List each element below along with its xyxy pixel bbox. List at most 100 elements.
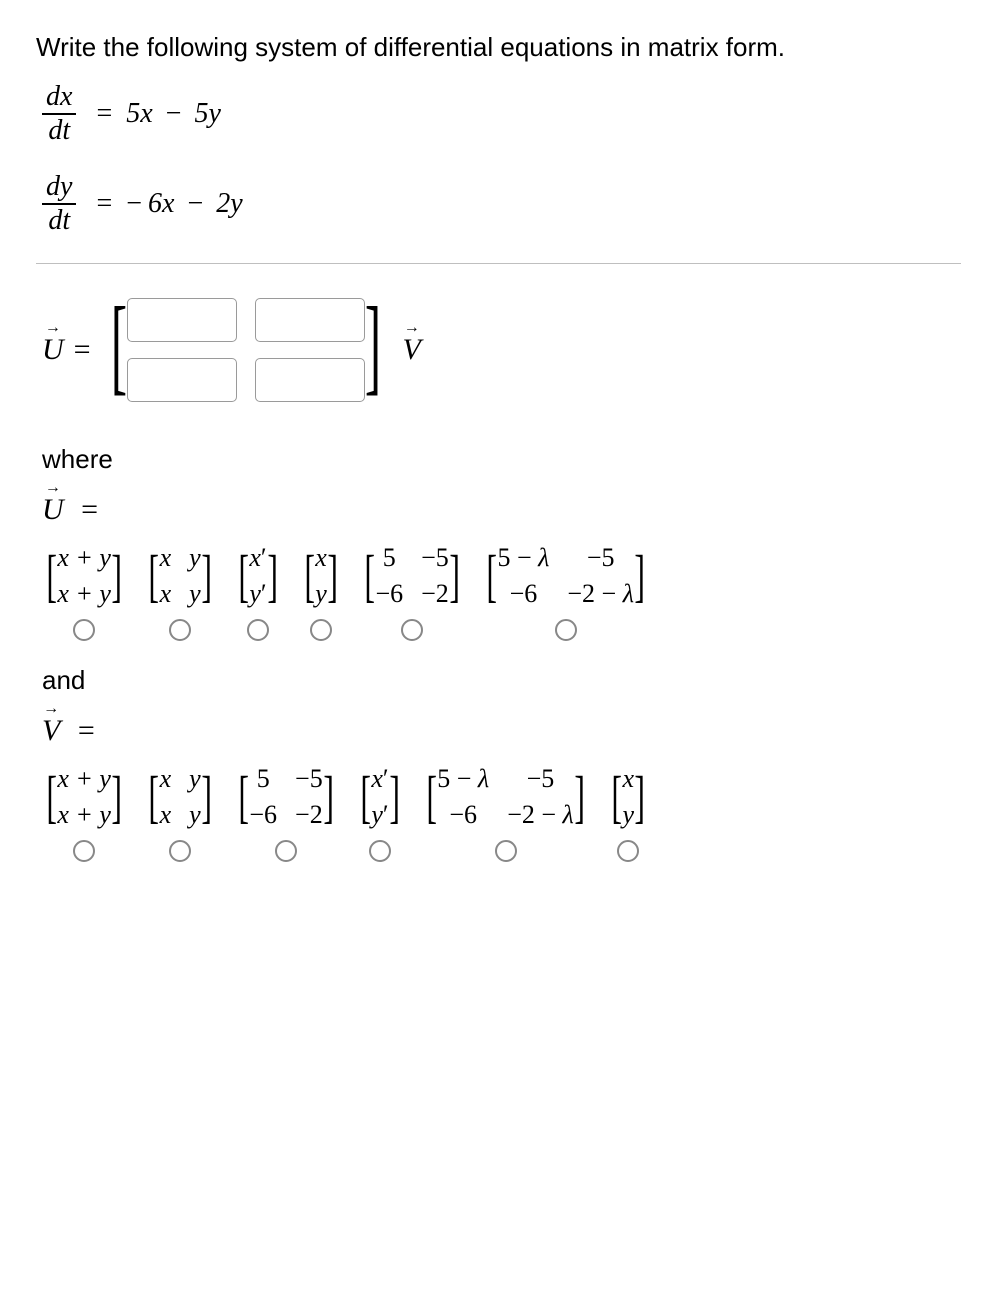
left-bracket-icon: [ [46, 768, 57, 826]
matrix-cells: x + y x + y [57, 764, 111, 830]
u-radio[interactable] [555, 619, 577, 641]
matrix-cells: x′y′ [249, 543, 266, 609]
matrix-cells: 5−5−6−2 [375, 543, 448, 609]
divider [36, 263, 961, 264]
u-equals: U = [42, 493, 955, 527]
matrix-cell: x + y [57, 800, 111, 830]
left-bracket-icon: [ [149, 547, 160, 605]
v-letter: V [42, 714, 60, 747]
left-bracket-icon: [ [486, 547, 497, 605]
right-bracket-icon: ] [574, 768, 585, 826]
right-bracket-icon: ] [267, 547, 278, 605]
u-radio[interactable] [73, 619, 95, 641]
v-radio[interactable] [369, 840, 391, 862]
right-bracket-icon: ] [201, 547, 212, 605]
u-letter: U [42, 493, 64, 526]
matrix-cells: x + y x + y [57, 543, 111, 609]
u-option: [xy] [300, 543, 342, 641]
equation-1: dx dt = 5x − 5y [42, 83, 961, 145]
v-radio[interactable] [275, 840, 297, 862]
right-bracket-icon: ] [327, 547, 338, 605]
v-radio[interactable] [495, 840, 517, 862]
matrix-cell: −2 − λ [507, 800, 574, 830]
question-prompt: Write the following system of differenti… [36, 30, 961, 65]
u-letter: U [42, 333, 64, 366]
deriv-num: dy [42, 173, 76, 201]
matrix-cells: xy [622, 764, 634, 830]
left-bracket-icon: [ [304, 547, 315, 605]
matrix-cell: y [622, 800, 634, 830]
equals-sign: = [74, 333, 91, 367]
matrix-display: [5 − λ−5−6−2 − λ] [422, 764, 589, 830]
matrix-cell: −2 [421, 579, 449, 609]
u-radio[interactable] [310, 619, 332, 641]
matrix-cell: −2 [295, 800, 323, 830]
u-options-row: [x + yx + y][xyxy][x′y′][xy][5−5−6−2][5 … [42, 543, 961, 641]
matrix-cell: x + y [57, 579, 111, 609]
equals-sign: = [96, 190, 112, 218]
matrix-display: [xy] [607, 764, 649, 830]
u-option: [x + yx + y] [42, 543, 126, 641]
matrix-display: [5−5−6−2] [360, 543, 464, 609]
derivative-dy-dt: dy dt [42, 173, 76, 235]
v-radio[interactable] [73, 840, 95, 862]
v-option: [5−5−6−2] [234, 764, 338, 862]
left-bracket-icon: [ [364, 547, 375, 605]
v-radio[interactable] [617, 840, 639, 862]
matrix-cells: 5 − λ−5−6−2 − λ [437, 764, 574, 830]
right-bracket-icon: ] [389, 768, 400, 826]
vector-u-symbol: U [42, 333, 64, 367]
equals-sign: = [96, 100, 112, 128]
v-option: [xy] [607, 764, 649, 862]
matrix-cell: −6 [375, 579, 403, 609]
matrix-cell-a12-input[interactable] [255, 298, 365, 342]
matrix-cell: x [160, 579, 172, 609]
matrix-cell-a22-input[interactable] [255, 358, 365, 402]
v-option: [xyxy] [144, 764, 216, 862]
matrix-cell: x [160, 543, 172, 573]
matrix-cell: x + y [57, 543, 111, 573]
matrix-cell: −2 − λ [567, 579, 634, 609]
matrix-cell-a21-input[interactable] [127, 358, 237, 402]
u-option: [5−5−6−2] [360, 543, 464, 641]
matrix-cells: xyxy [160, 543, 201, 609]
page: Write the following system of differenti… [0, 0, 997, 900]
u-radio[interactable] [401, 619, 423, 641]
u-radio[interactable] [247, 619, 269, 641]
matrix-display: [xyxy] [144, 764, 216, 830]
v-options-row: [x + yx + y][xyxy][5−5−6−2][x′y′][5 − λ−… [42, 764, 961, 862]
equals-sign: = [81, 493, 98, 526]
left-bracket-icon: [ [238, 547, 249, 605]
v-option: [x′y′] [356, 764, 404, 862]
matrix-display: [x + yx + y] [42, 764, 126, 830]
u-radio[interactable] [169, 619, 191, 641]
matrix-cell: y [315, 579, 327, 609]
left-bracket-icon: [ [611, 768, 622, 826]
matrix-cell: −5 [507, 764, 574, 794]
v-letter: V [403, 333, 421, 366]
matrix-cell-a11-input[interactable] [127, 298, 237, 342]
left-bracket-icon: [ [426, 768, 437, 826]
matrix-input-grid [127, 298, 365, 402]
v-equals: V = [42, 714, 955, 748]
u-option: [xyxy] [144, 543, 216, 641]
matrix-cell: x [160, 764, 172, 794]
right-bracket-icon: ] [201, 768, 212, 826]
matrix-cells: xyxy [160, 764, 201, 830]
u-option: [x′y′] [234, 543, 282, 641]
right-bracket-icon: ] [111, 547, 122, 605]
matrix-cell: −5 [421, 543, 449, 573]
deriv-den: dt [44, 207, 74, 235]
deriv-num: dx [42, 83, 76, 111]
matrix-display: [5 − λ−5−6−2 − λ] [482, 543, 649, 609]
matrix-cell: x + y [57, 764, 111, 794]
matrix-display: [5−5−6−2] [234, 764, 338, 830]
derivative-dx-dt: dx dt [42, 83, 76, 145]
v-radio[interactable] [169, 840, 191, 862]
matrix-cell: y [189, 800, 201, 830]
matrix-display: [xy] [300, 543, 342, 609]
matrix-display: [x′y′] [356, 764, 404, 830]
matrix-cell: x [622, 764, 634, 794]
left-bracket-icon: [ [149, 768, 160, 826]
equation-2: dy dt = −6x − 2y [42, 173, 961, 235]
